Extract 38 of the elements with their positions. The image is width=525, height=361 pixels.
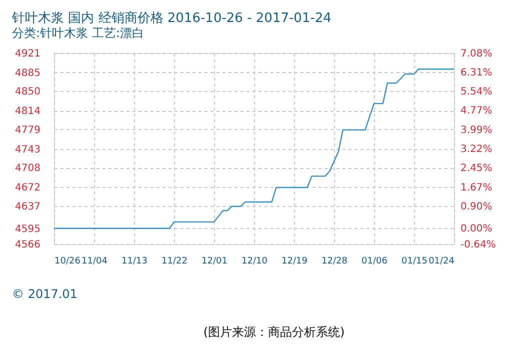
y-tick-label: 4637 (15, 201, 40, 212)
y2-tick-label: 0.00% (460, 224, 492, 235)
x-tick-label: 11/04 (82, 256, 108, 266)
text: (图片来源：商品分析系统) (203, 325, 345, 339)
x-tick-label: 11/22 (162, 256, 188, 266)
y-tick-label: 4708 (15, 163, 40, 174)
y-tick-label: 4885 (15, 68, 40, 79)
x-tick-label: 12/19 (282, 256, 308, 266)
line-series (53, 68, 455, 229)
x-tick-label: 01/15 (402, 256, 428, 266)
text: © 2017.01 (12, 287, 78, 301)
y2-tick-label: 5.54% (460, 86, 492, 98)
x-tick-label: 12/10 (242, 256, 268, 266)
y-tick-label: 4779 (15, 124, 40, 136)
y2-tick-label: -0.64% (460, 240, 496, 250)
y2-tick-label: 2.45% (460, 163, 492, 174)
y2-tick-label: 6.31% (460, 68, 492, 79)
y-tick-label: 4595 (15, 224, 40, 235)
y-tick-label: 4743 (15, 144, 40, 156)
chart-subtitle: 分类:针叶木浆 工艺:漂白 (12, 26, 144, 40)
x-tick-label: 10/26 (54, 256, 81, 266)
y-tick-label: 4672 (15, 182, 40, 194)
x-tick-label: 12/28 (322, 256, 348, 266)
x-tick-label: 11/13 (122, 256, 148, 266)
y-tick-label: 4814 (15, 106, 40, 118)
y2-tick-label: 1.67% (460, 182, 492, 194)
y-tick-label: 4850 (15, 86, 40, 98)
y2-tick-label: 3.99% (460, 124, 492, 136)
y-tick-label: 4566 (15, 240, 40, 250)
y-tick-label: 4921 (15, 48, 40, 60)
x-tick-label: 01/06 (362, 256, 388, 266)
chart-title: 针叶木浆 国内 经销商价格 2016-10-26 - 2017-01-24 (11, 11, 332, 26)
y2-tick-label: 4.77% (460, 106, 492, 117)
y2-tick-label: 3.22% (460, 144, 492, 155)
x-tick-label: 12/01 (202, 256, 228, 266)
x-tick-label: 01/24 (428, 256, 455, 266)
y2-tick-label: 0.90% (460, 201, 492, 212)
y2-tick-label: 7.08% (460, 48, 492, 60)
